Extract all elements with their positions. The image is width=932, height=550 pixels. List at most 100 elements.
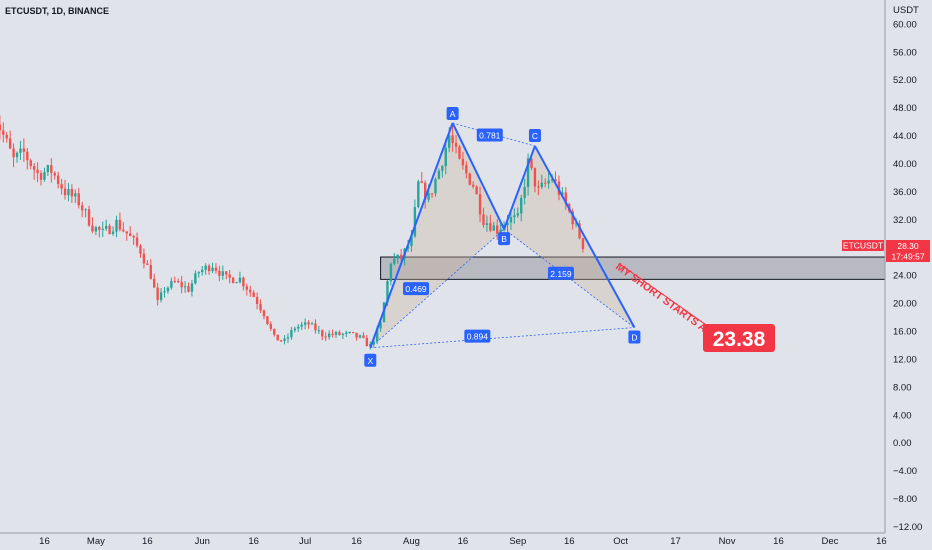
y-tick-label: 36.00 bbox=[893, 187, 917, 198]
candle-body bbox=[441, 166, 444, 171]
point-badge-d bbox=[628, 330, 641, 344]
x-tick-label: 16 bbox=[39, 536, 50, 547]
y-tick-label: 40.00 bbox=[893, 159, 917, 170]
candle-body bbox=[472, 184, 475, 187]
candle-body bbox=[496, 225, 499, 234]
candle-body bbox=[437, 170, 441, 179]
candle-body bbox=[173, 281, 176, 283]
x-tick-label: Sep bbox=[509, 536, 526, 547]
candle-body bbox=[84, 209, 87, 211]
candle-body bbox=[447, 135, 451, 148]
candle-body bbox=[499, 229, 502, 234]
candle-body bbox=[228, 274, 231, 278]
point-badge-c bbox=[528, 129, 541, 143]
candle-body bbox=[142, 253, 146, 264]
candle-body bbox=[104, 225, 108, 229]
candle-body bbox=[345, 332, 348, 334]
candle-body bbox=[420, 181, 423, 183]
candle-body bbox=[547, 180, 550, 184]
candle-body bbox=[324, 336, 327, 338]
candle-body bbox=[297, 326, 300, 329]
candle-body bbox=[351, 331, 355, 333]
candle-body bbox=[317, 330, 321, 332]
candle-body bbox=[513, 215, 516, 218]
ratio-badge bbox=[464, 329, 491, 343]
chart-header: ETCUSDT, 1D, BINANCE bbox=[5, 6, 109, 16]
candle-body bbox=[290, 330, 293, 338]
candle-body bbox=[19, 148, 22, 153]
candle-body bbox=[516, 213, 519, 216]
x-tick-label: Aug bbox=[403, 536, 420, 547]
candle-body bbox=[231, 277, 235, 283]
candle-body bbox=[118, 219, 122, 230]
candle-body bbox=[218, 270, 221, 276]
point-badge-x bbox=[364, 353, 377, 367]
price-tag-symbol-box bbox=[842, 240, 884, 251]
candle-body bbox=[331, 333, 334, 335]
ratio-label: 0.894 bbox=[467, 332, 489, 342]
candle-body bbox=[458, 146, 461, 159]
dotted-xd bbox=[370, 327, 635, 349]
candle-body bbox=[156, 287, 159, 301]
candle-body bbox=[386, 281, 389, 303]
candle-body bbox=[465, 165, 468, 174]
candle-body bbox=[132, 236, 135, 238]
candle-body bbox=[303, 322, 307, 325]
target-box bbox=[703, 324, 775, 352]
candle-body bbox=[225, 271, 228, 275]
candle-body bbox=[262, 310, 266, 317]
ratio-badge bbox=[547, 266, 574, 280]
candle-body bbox=[430, 193, 434, 195]
candle-body bbox=[413, 207, 417, 237]
candle-body bbox=[101, 228, 104, 230]
candle-body bbox=[183, 286, 187, 288]
candle-body bbox=[29, 160, 32, 167]
candle-body bbox=[417, 181, 420, 208]
candle-body bbox=[242, 277, 245, 287]
x-tick-label: Jun bbox=[195, 536, 210, 547]
candle-body bbox=[372, 341, 375, 345]
candle-body bbox=[98, 227, 101, 230]
candle-body bbox=[177, 281, 180, 283]
candle-body bbox=[50, 165, 53, 173]
candle-body bbox=[341, 333, 345, 335]
price-tag-countdown: 17:49:57 bbox=[891, 252, 924, 262]
candle-body bbox=[451, 135, 454, 143]
y-tick-label: 24.00 bbox=[893, 271, 917, 282]
candle-body bbox=[348, 331, 351, 333]
candle-body bbox=[204, 265, 207, 270]
y-tick-label: −4.00 bbox=[893, 466, 917, 477]
currency-label: USDT bbox=[893, 5, 919, 16]
x-tick-label: 16 bbox=[248, 536, 259, 547]
candle-body bbox=[249, 289, 252, 293]
candle-body bbox=[56, 175, 60, 185]
candle-body bbox=[489, 223, 492, 231]
candle-body bbox=[46, 165, 50, 173]
candle-body bbox=[94, 227, 98, 232]
x-tick-label: May bbox=[87, 536, 105, 547]
candle-body bbox=[468, 173, 471, 185]
candle-body bbox=[509, 217, 513, 223]
candle-body bbox=[454, 142, 458, 147]
candle-body bbox=[475, 186, 478, 195]
candle-body bbox=[80, 205, 84, 211]
candle-body bbox=[0, 124, 2, 131]
candle-body bbox=[163, 291, 166, 293]
candle-body bbox=[269, 323, 273, 329]
candle-body bbox=[39, 173, 43, 180]
candle-body bbox=[266, 316, 269, 324]
x-tick-label: 16 bbox=[876, 536, 887, 547]
candle-body bbox=[434, 178, 437, 194]
x-tick-label: 16 bbox=[458, 536, 469, 547]
candle-body bbox=[520, 197, 523, 214]
candle-body bbox=[523, 187, 526, 198]
ratio-badge bbox=[476, 128, 503, 142]
y-tick-label: 56.00 bbox=[893, 47, 917, 58]
candle-body bbox=[482, 214, 485, 226]
x-tick-label: 16 bbox=[773, 536, 784, 547]
candle-body bbox=[129, 233, 132, 237]
candle-body bbox=[358, 335, 362, 338]
y-tick-label: 8.00 bbox=[893, 382, 912, 393]
candle-body bbox=[485, 223, 489, 226]
candle-body bbox=[554, 179, 557, 182]
